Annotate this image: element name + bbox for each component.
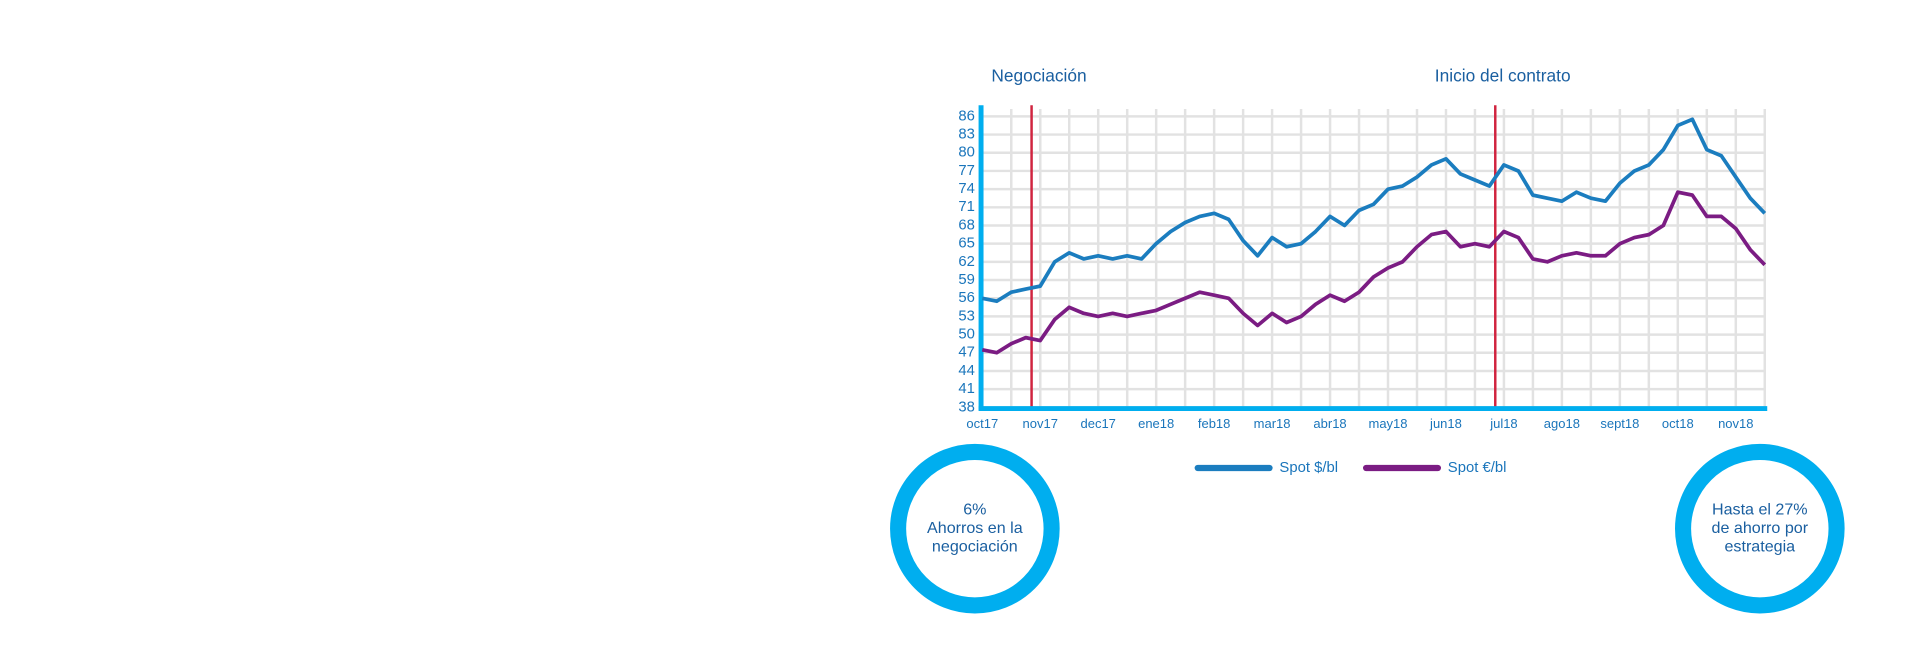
y-tick-label: 47 xyxy=(958,345,975,361)
y-tick-label: 74 xyxy=(958,181,975,197)
callout-ring xyxy=(890,443,1060,614)
y-tick-label: 53 xyxy=(958,308,975,324)
x-tick-label: nov17 xyxy=(1023,416,1058,431)
y-tick-label: 71 xyxy=(958,199,975,215)
y-tick-label: 62 xyxy=(958,254,975,270)
x-tick-label: dec17 xyxy=(1080,416,1115,431)
y-tick-label: 83 xyxy=(958,126,975,142)
callout-text: Hasta el 27% xyxy=(1712,500,1808,518)
x-tick-label: jul18 xyxy=(1489,416,1517,431)
x-tick-label: oct17 xyxy=(966,416,998,431)
y-tick-label: 56 xyxy=(958,290,975,306)
series-line xyxy=(981,190,1767,355)
callout-text: 6% xyxy=(963,500,986,518)
x-tick-label: sept18 xyxy=(1600,416,1639,431)
x-tick-label: oct18 xyxy=(1662,416,1694,431)
x-tick-label: feb18 xyxy=(1198,416,1231,431)
callout-text: Ahorros en la xyxy=(927,519,1023,537)
y-tick-label: 59 xyxy=(958,272,975,288)
x-tick-label: mar18 xyxy=(1254,416,1291,431)
x-tick-label: nov18 xyxy=(1718,416,1753,431)
y-tick-label: 77 xyxy=(958,163,975,179)
callout-text: de ahorro por xyxy=(1712,519,1809,537)
legend-label: Spot $/bl xyxy=(1279,460,1338,476)
legend-label: Spot €/bl xyxy=(1448,460,1507,476)
event-label: Inicio del contrato xyxy=(1435,65,1571,85)
y-tick-label: 80 xyxy=(958,145,975,161)
event-label: Negociación xyxy=(991,65,1086,85)
y-tick-label: 65 xyxy=(958,236,975,252)
x-tick-label: ene18 xyxy=(1138,416,1174,431)
callout-text: negociación xyxy=(932,537,1018,555)
callout-text: estrategia xyxy=(1725,537,1796,555)
y-tick-label: 86 xyxy=(958,108,975,124)
y-tick-label: 38 xyxy=(958,399,975,415)
x-tick-label: may18 xyxy=(1368,416,1407,431)
x-tick-label: jun18 xyxy=(1429,416,1462,431)
x-tick-label: abr18 xyxy=(1313,416,1346,431)
y-tick-label: 50 xyxy=(958,327,975,343)
y-tick-label: 44 xyxy=(958,363,975,379)
x-tick-label: ago18 xyxy=(1544,416,1580,431)
y-tick-label: 68 xyxy=(958,217,975,233)
callout-ring xyxy=(1675,443,1845,614)
series-line xyxy=(981,117,1767,304)
y-tick-label: 41 xyxy=(958,381,975,397)
